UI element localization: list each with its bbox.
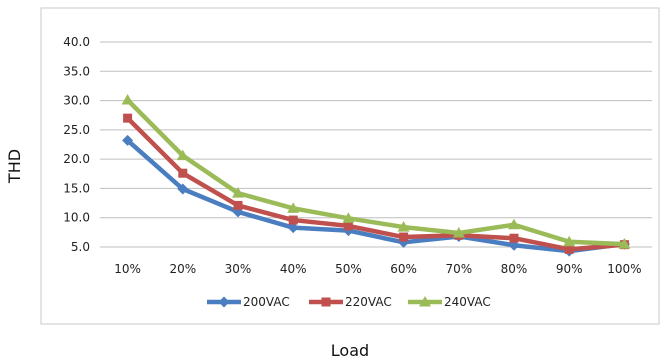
legend-item-220vac: 220VAC (309, 295, 392, 309)
y-tick-label: 15.0 (63, 181, 90, 195)
data-point (452, 226, 465, 238)
x-tick-label: 10% (114, 262, 141, 276)
series-line (126, 138, 625, 254)
data-point (397, 221, 410, 232)
y-tick-label: 30.0 (63, 94, 90, 108)
x-tick-label: 30% (225, 262, 252, 276)
legend-marker (321, 297, 331, 307)
legend: 200VAC 220VAC 240VAC (207, 295, 491, 309)
gridlines (100, 41, 652, 248)
data-point (122, 134, 134, 146)
data-point (177, 183, 189, 195)
y-tick-label: 10.0 (63, 211, 90, 225)
legend-marker (419, 296, 431, 307)
legend-label: 220VAC (345, 295, 392, 309)
legend-marker (218, 296, 230, 308)
y-tick-label: 5.0 (71, 240, 90, 254)
data-point (121, 93, 134, 105)
data-point (399, 232, 409, 242)
data-point (342, 212, 355, 223)
x-tick-label: 80% (501, 262, 528, 276)
series-line (126, 116, 625, 252)
y-tick-label: 25.0 (63, 123, 90, 137)
x-tick-label: 40% (280, 262, 307, 276)
y-tick-label: 20.0 (63, 152, 90, 166)
data-point (178, 168, 188, 178)
y-axis-title: THD (5, 149, 24, 184)
x-tick-label: 60% (390, 262, 417, 276)
x-tick-label: 70% (445, 262, 472, 276)
x-tick-label: 50% (335, 262, 362, 276)
legend-item-200vac: 200VAC (207, 295, 290, 309)
series-lines (121, 93, 631, 257)
data-point (232, 187, 244, 198)
data-point (233, 200, 243, 210)
x-axis-title: Load (331, 341, 369, 360)
x-tick-labels: 10% 20% 30% 40% 50% 60% 70% 80% 90% 100% (114, 262, 641, 276)
chart-frame (40, 7, 660, 325)
y-tick-labels: 5.0 10.0 15.0 20.0 25.0 30.0 35.0 40.0 (63, 35, 90, 254)
data-point (176, 149, 189, 161)
x-tick-label: 90% (556, 262, 583, 276)
data-point (508, 218, 520, 230)
series-240vac (121, 93, 631, 249)
data-point (563, 235, 576, 247)
legend-item-240vac: 240VAC (408, 295, 491, 309)
data-point (618, 238, 631, 249)
x-tick-label: 20% (169, 262, 196, 276)
data-point (287, 202, 300, 213)
series-line (126, 98, 625, 247)
data-point (564, 244, 574, 254)
data-point (123, 113, 133, 123)
data-point (343, 221, 353, 231)
data-point (509, 233, 519, 243)
data-point (287, 222, 299, 234)
data-point (288, 215, 298, 225)
y-tick-label: 35.0 (63, 64, 90, 78)
legend-label: 240VAC (444, 295, 491, 309)
legend-label: 200VAC (243, 295, 290, 309)
y-tick-label: 40.0 (63, 35, 90, 49)
x-tick-label: 100% (607, 262, 641, 276)
